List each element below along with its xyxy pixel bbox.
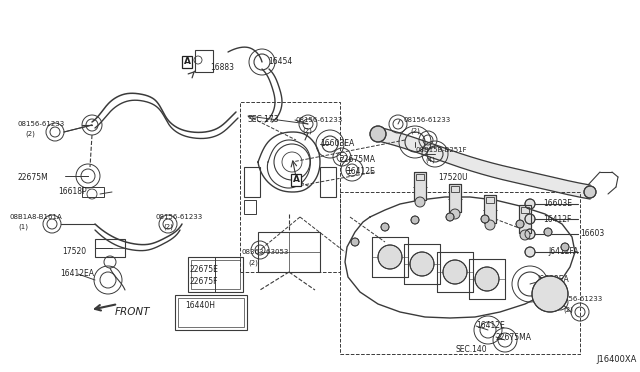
Text: 16603EA: 16603EA bbox=[320, 140, 355, 148]
Text: (4): (4) bbox=[425, 157, 435, 163]
Bar bbox=[449, 184, 461, 212]
Text: 22675M: 22675M bbox=[18, 173, 49, 182]
Text: 08156-61233: 08156-61233 bbox=[155, 214, 202, 220]
Text: 22675MA: 22675MA bbox=[496, 333, 532, 341]
Circle shape bbox=[525, 199, 535, 209]
Circle shape bbox=[351, 238, 359, 246]
Text: (2): (2) bbox=[248, 260, 258, 266]
Text: J16400XA: J16400XA bbox=[596, 356, 636, 365]
Bar bbox=[244, 167, 260, 197]
Bar bbox=[191, 260, 240, 289]
Circle shape bbox=[381, 223, 389, 231]
Text: A: A bbox=[292, 176, 300, 185]
Text: J6412FA: J6412FA bbox=[548, 247, 579, 257]
Text: SEC.173: SEC.173 bbox=[248, 115, 280, 125]
Circle shape bbox=[378, 245, 402, 269]
Polygon shape bbox=[378, 127, 590, 199]
Bar bbox=[258, 232, 320, 272]
Text: (1): (1) bbox=[18, 224, 28, 230]
Bar bbox=[240, 102, 340, 272]
Bar bbox=[414, 172, 426, 200]
Text: 16412F: 16412F bbox=[543, 215, 572, 224]
Circle shape bbox=[525, 214, 535, 224]
Circle shape bbox=[475, 267, 499, 291]
Bar bbox=[188, 257, 243, 292]
Bar bbox=[414, 172, 426, 200]
Text: 16412E: 16412E bbox=[476, 321, 505, 330]
Text: (2): (2) bbox=[25, 131, 35, 137]
Circle shape bbox=[411, 216, 419, 224]
Text: 16454: 16454 bbox=[268, 58, 292, 67]
Text: 16412EA: 16412EA bbox=[60, 269, 94, 279]
Text: 16440H: 16440H bbox=[185, 301, 215, 311]
Text: 08B15B-B251F: 08B15B-B251F bbox=[415, 147, 467, 153]
Text: 08156-61233: 08156-61233 bbox=[555, 296, 602, 302]
Bar bbox=[416, 174, 424, 180]
Circle shape bbox=[544, 228, 552, 236]
Text: J6603EA: J6603EA bbox=[537, 275, 569, 283]
Text: 08363-63053: 08363-63053 bbox=[242, 249, 289, 255]
Circle shape bbox=[443, 260, 467, 284]
Bar bbox=[82, 187, 104, 197]
Circle shape bbox=[516, 220, 524, 228]
Text: 08156-61233: 08156-61233 bbox=[295, 117, 342, 123]
Bar bbox=[178, 298, 244, 327]
Text: 08156-61233: 08156-61233 bbox=[18, 121, 65, 127]
Text: 22675MA: 22675MA bbox=[340, 154, 376, 164]
Text: 17520: 17520 bbox=[62, 247, 86, 257]
Text: 16883: 16883 bbox=[210, 64, 234, 73]
Circle shape bbox=[370, 126, 386, 142]
Circle shape bbox=[450, 209, 460, 219]
Text: 16603: 16603 bbox=[580, 230, 604, 238]
Bar bbox=[519, 205, 531, 233]
Text: 16412E: 16412E bbox=[346, 167, 375, 176]
Text: (2): (2) bbox=[302, 128, 312, 134]
Text: 22675F: 22675F bbox=[190, 276, 218, 285]
Text: 17520U: 17520U bbox=[438, 173, 468, 182]
Circle shape bbox=[561, 243, 569, 251]
Text: 16603E: 16603E bbox=[543, 199, 572, 208]
Text: (2): (2) bbox=[563, 307, 573, 313]
Text: A: A bbox=[184, 58, 191, 67]
Bar bbox=[244, 200, 256, 214]
Circle shape bbox=[584, 186, 596, 198]
Circle shape bbox=[415, 197, 425, 207]
Circle shape bbox=[525, 247, 535, 257]
Circle shape bbox=[446, 213, 454, 221]
Bar bbox=[175, 295, 247, 330]
Bar bbox=[340, 192, 580, 354]
Bar bbox=[449, 184, 461, 212]
Text: 08156-61233: 08156-61233 bbox=[403, 117, 451, 123]
Text: 08B1A8-B161A: 08B1A8-B161A bbox=[10, 214, 63, 220]
Text: FRONT: FRONT bbox=[115, 307, 150, 317]
Bar bbox=[95, 239, 125, 257]
Circle shape bbox=[525, 229, 535, 239]
Bar bbox=[451, 186, 459, 192]
Circle shape bbox=[485, 220, 495, 230]
Bar bbox=[486, 197, 494, 203]
Text: (2): (2) bbox=[410, 128, 420, 134]
Bar bbox=[521, 207, 529, 213]
Bar bbox=[484, 195, 496, 223]
Text: 16618P: 16618P bbox=[58, 187, 86, 196]
Text: SEC.140: SEC.140 bbox=[455, 346, 486, 355]
Circle shape bbox=[520, 230, 530, 240]
Bar bbox=[320, 167, 336, 197]
Bar bbox=[195, 50, 213, 72]
Text: 22675E: 22675E bbox=[190, 266, 219, 275]
Bar bbox=[519, 205, 531, 233]
Circle shape bbox=[481, 215, 489, 223]
Circle shape bbox=[410, 252, 434, 276]
Circle shape bbox=[532, 276, 568, 312]
Bar bbox=[484, 195, 496, 223]
Text: (2): (2) bbox=[163, 224, 173, 230]
